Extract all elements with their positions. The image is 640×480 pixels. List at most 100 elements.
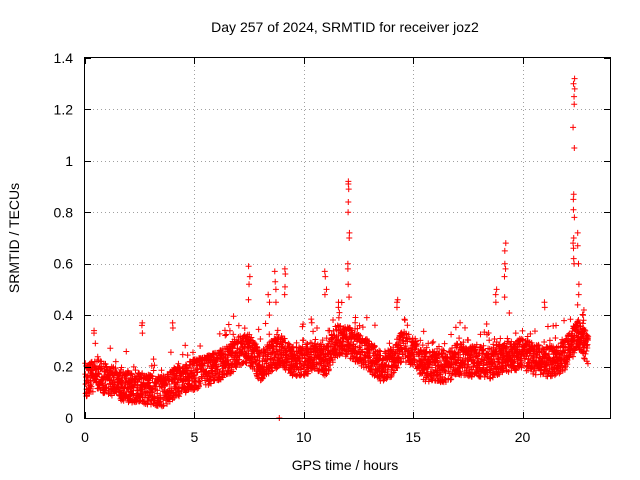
x-tick-label: 0 bbox=[81, 429, 89, 445]
data-point bbox=[138, 322, 145, 329]
data-point bbox=[583, 348, 590, 355]
data-point bbox=[491, 335, 498, 342]
data-point bbox=[421, 353, 428, 360]
data-point bbox=[441, 376, 448, 383]
data-point bbox=[556, 370, 563, 377]
data-point bbox=[352, 314, 359, 321]
data-point bbox=[213, 357, 220, 364]
data-point bbox=[345, 281, 352, 288]
data-point bbox=[300, 337, 307, 344]
data-point bbox=[293, 373, 300, 380]
data-point bbox=[376, 347, 383, 354]
data-point bbox=[570, 245, 577, 252]
data-point bbox=[265, 291, 272, 298]
data-point bbox=[336, 309, 343, 316]
data-point bbox=[112, 365, 119, 372]
data-point bbox=[567, 316, 574, 323]
data-point bbox=[512, 330, 519, 337]
data-point bbox=[230, 331, 237, 338]
data-point bbox=[209, 367, 216, 374]
data-point bbox=[183, 366, 190, 373]
data-point bbox=[352, 319, 359, 326]
y-tick-label: 1.4 bbox=[54, 50, 74, 66]
data-point bbox=[477, 331, 484, 338]
x-tick-label: 10 bbox=[296, 429, 312, 445]
data-point bbox=[575, 291, 582, 298]
data-point bbox=[570, 191, 577, 198]
data-point bbox=[173, 381, 180, 388]
data-point bbox=[489, 360, 496, 367]
data-point bbox=[503, 344, 510, 351]
data-point bbox=[245, 296, 252, 303]
data-point bbox=[406, 335, 413, 342]
data-point bbox=[448, 376, 455, 383]
data-point bbox=[273, 344, 280, 351]
data-point bbox=[524, 333, 531, 340]
data-point bbox=[450, 364, 457, 371]
data-point bbox=[363, 314, 370, 321]
data-point bbox=[570, 80, 577, 87]
data-point bbox=[322, 273, 329, 280]
data-point bbox=[371, 322, 378, 329]
y-axis-title: SRMTID / TECUs bbox=[6, 183, 22, 293]
data-point bbox=[176, 393, 183, 400]
data-point bbox=[435, 343, 442, 350]
data-point bbox=[541, 299, 548, 306]
data-point bbox=[352, 344, 359, 351]
data-point bbox=[244, 347, 251, 354]
data-point bbox=[496, 371, 503, 378]
data-point bbox=[481, 329, 488, 336]
data-point bbox=[151, 362, 158, 369]
data-point bbox=[552, 334, 559, 341]
data-point bbox=[447, 376, 454, 383]
data-point bbox=[252, 341, 259, 348]
data-point bbox=[335, 314, 342, 321]
data-point bbox=[570, 124, 577, 131]
data-point bbox=[148, 362, 155, 369]
data-point bbox=[571, 93, 578, 100]
data-point bbox=[230, 313, 237, 320]
data-point bbox=[571, 145, 578, 151]
data-point bbox=[467, 353, 474, 360]
data-point bbox=[484, 355, 491, 362]
data-point bbox=[189, 349, 196, 356]
data-point bbox=[208, 380, 215, 387]
data-point bbox=[403, 335, 410, 342]
data-point bbox=[94, 353, 101, 360]
data-point bbox=[417, 337, 424, 344]
data-point bbox=[266, 331, 273, 338]
data-point bbox=[305, 370, 312, 377]
data-point bbox=[108, 392, 115, 399]
data-point bbox=[281, 265, 288, 272]
data-point bbox=[176, 384, 183, 391]
data-point bbox=[242, 359, 249, 366]
data-point bbox=[397, 359, 404, 366]
data-point bbox=[561, 317, 568, 324]
data-point bbox=[557, 344, 564, 351]
data-point bbox=[304, 341, 311, 348]
data-point bbox=[197, 343, 204, 350]
data-point bbox=[213, 364, 220, 371]
data-point bbox=[158, 367, 165, 374]
data-point bbox=[393, 304, 400, 311]
data-point bbox=[190, 377, 197, 384]
data-point bbox=[580, 317, 587, 324]
data-point bbox=[546, 337, 553, 344]
data-point bbox=[230, 368, 237, 375]
data-point bbox=[492, 291, 499, 298]
data-point bbox=[195, 377, 202, 384]
data-point bbox=[167, 349, 174, 356]
data-point bbox=[149, 373, 156, 380]
data-point bbox=[528, 339, 535, 346]
data-point bbox=[246, 281, 253, 288]
data-point bbox=[345, 199, 352, 205]
data-point bbox=[438, 346, 445, 353]
data-point bbox=[440, 347, 447, 354]
data-point bbox=[293, 339, 300, 346]
data-point bbox=[356, 322, 363, 329]
data-point bbox=[224, 357, 231, 364]
data-point bbox=[541, 339, 548, 346]
axis-ticks: 0 5 10 15 20 0 0.2 0.4 0.6 0.8 1 1.2 1.4 bbox=[54, 50, 610, 445]
data-point bbox=[551, 372, 558, 379]
